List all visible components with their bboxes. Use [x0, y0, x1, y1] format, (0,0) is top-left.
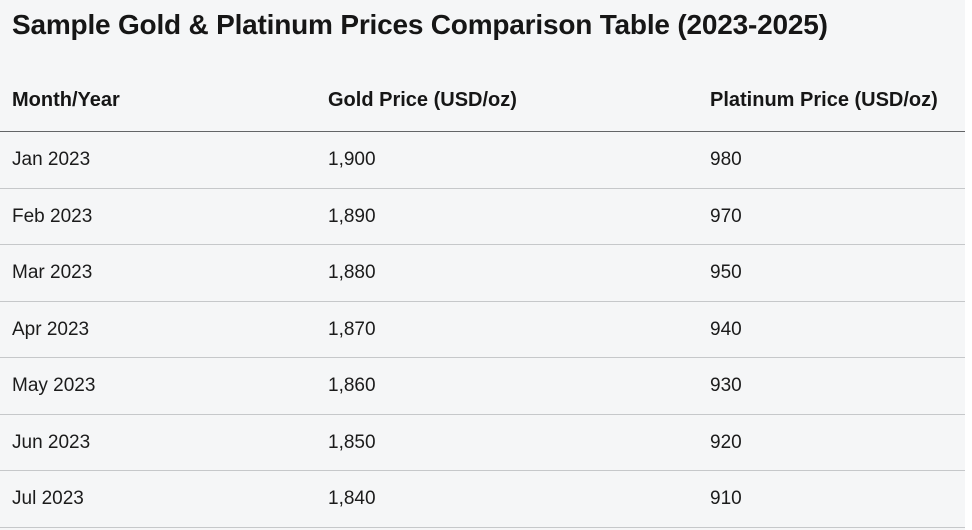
cell-gold-price: 1,890 — [328, 188, 710, 245]
cell-platinum-price: 950 — [710, 244, 965, 302]
cell-platinum-price: 980 — [710, 131, 965, 189]
column-header-gold-price: Gold Price (USD/oz) — [328, 43, 710, 132]
cell-gold-price: 1,850 — [328, 414, 710, 471]
table-row: Feb 2023 1,890 970 — [0, 188, 965, 245]
cell-month: Apr 2023 — [0, 301, 328, 358]
cell-month: May 2023 — [0, 357, 328, 415]
cell-platinum-price: 970 — [710, 188, 965, 245]
cell-gold-price: 1,840 — [328, 470, 710, 528]
cell-platinum-price: 920 — [710, 414, 965, 471]
table-row: Mar 2023 1,880 950 — [0, 244, 965, 302]
cell-month: Jun 2023 — [0, 414, 328, 471]
table-row: May 2023 1,860 930 — [0, 357, 965, 415]
table-row: Jan 2023 1,900 980 — [0, 131, 965, 189]
cell-month: Jul 2023 — [0, 470, 328, 528]
column-header-platinum-price: Platinum Price (USD/oz) — [710, 43, 965, 132]
cell-platinum-price: 910 — [710, 470, 965, 528]
cell-platinum-price: 940 — [710, 301, 965, 358]
table-row: Jul 2023 1,840 910 — [0, 470, 965, 528]
cell-gold-price: 1,860 — [328, 357, 710, 415]
header-row: Month/Year Gold Price (USD/oz) Platinum … — [0, 43, 965, 132]
column-header-month-year: Month/Year — [0, 43, 328, 132]
cell-month: Jan 2023 — [0, 131, 328, 189]
page-title: Sample Gold & Platinum Prices Comparison… — [12, 9, 828, 40]
cell-month: Mar 2023 — [0, 244, 328, 302]
cell-gold-price: 1,870 — [328, 301, 710, 358]
cell-gold-price: 1,880 — [328, 244, 710, 302]
table-row: Apr 2023 1,870 940 — [0, 301, 965, 358]
table-row: Jun 2023 1,850 920 — [0, 414, 965, 471]
cell-month: Feb 2023 — [0, 188, 328, 245]
prices-table: Month/Year Gold Price (USD/oz) Platinum … — [0, 43, 965, 528]
cell-gold-price: 1,900 — [328, 131, 710, 189]
cell-platinum-price: 930 — [710, 357, 965, 415]
